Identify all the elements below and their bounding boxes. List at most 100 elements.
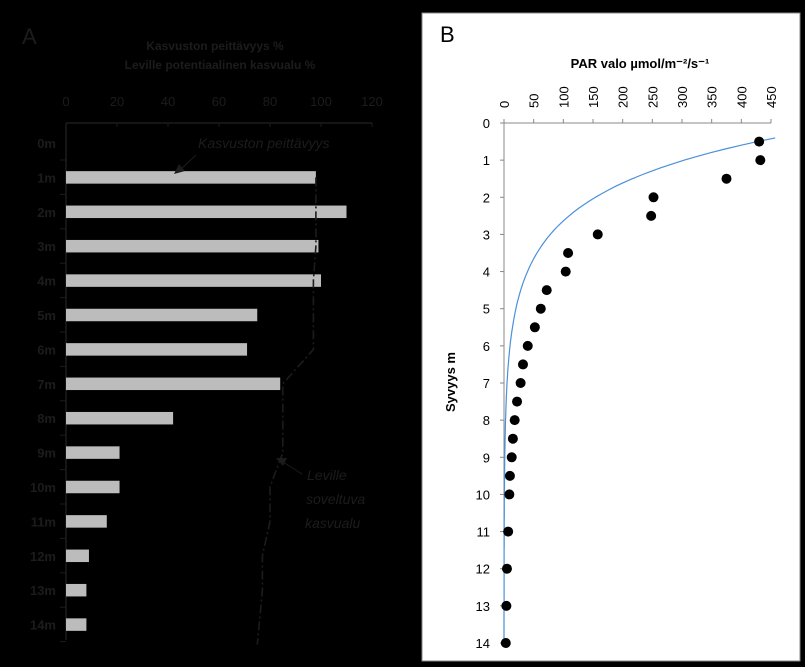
panel-a-x-tick-label: 100	[310, 94, 332, 109]
annotation-line-1: Leville	[307, 467, 347, 483]
panel-b-y-tick-label: 1	[483, 153, 490, 168]
panel-a-category-label: 10m	[30, 480, 56, 495]
panel-b-data-point	[501, 563, 512, 574]
panel-b-x-tick-label: 400	[734, 86, 749, 108]
panel-b-y-tick-label: 4	[483, 265, 490, 280]
panel-b-label: B	[440, 22, 455, 47]
panel-a-category-label: 5m	[37, 308, 56, 323]
panel-b-data-point	[503, 526, 514, 537]
panel-b-data-point	[501, 600, 512, 611]
panel-b-data-point	[754, 136, 765, 147]
panel-a-label: A	[22, 24, 37, 49]
annotation-coverage-arrowhead	[174, 164, 185, 174]
panel-a-category-label: 14m	[30, 618, 56, 633]
panel-a-title-line-2: Leville potentiaalinen kasvualu %	[125, 58, 316, 72]
panel-b-x-tick-label: 0	[497, 101, 512, 108]
panel-b-data-point	[504, 489, 515, 500]
panel-b-data-point	[563, 248, 574, 258]
panel-a-category-label: 2m	[37, 205, 56, 220]
panel-a-bar	[66, 205, 347, 219]
panel-a-category-label: 8m	[37, 411, 56, 426]
panel-b-data-point	[515, 378, 526, 388]
annotation-line-arrow	[282, 461, 303, 475]
panel-a-category-label: 7m	[37, 377, 56, 392]
panel-b-y-tick-label: 6	[483, 339, 490, 354]
panel-a-x-ticks: 0 20 40 60 80 100 120	[62, 94, 383, 127]
panel-b-data-point	[522, 340, 533, 351]
panel-b-background	[421, 12, 801, 662]
panel-b-y-tick-label: 10	[476, 487, 490, 502]
panel-a-bar	[66, 515, 107, 528]
panel-b-x-tick-label: 350	[705, 86, 720, 108]
panel-a-bar	[66, 446, 120, 459]
panel-b-x-tick-label: 150	[586, 86, 601, 108]
panel-a-dashed-line	[256, 177, 317, 645]
panel-b-x-tick-label: 200	[616, 86, 631, 108]
annotation-coverage: Kasvuston peittävyys	[198, 135, 330, 151]
panel-a-bar	[66, 343, 248, 356]
annotation-line-3: kasvualu	[305, 515, 360, 531]
panel-b-y-tick-label: 12	[476, 562, 490, 577]
panel-a-x-tick-label: 60	[212, 94, 226, 109]
panel-b-data-point	[512, 396, 523, 407]
panel-b-y-tick-label: 9	[483, 450, 490, 465]
panel-b-x-tick-label: 300	[675, 86, 690, 108]
panel-a-bar	[66, 618, 87, 631]
panel-b-data-point	[535, 303, 546, 314]
panel-a-x-tick-label: 80	[263, 94, 277, 109]
panel-a-category-label: 3m	[37, 239, 56, 254]
panel-a-category-label: 12m	[30, 549, 56, 564]
panel-b-y-tick-label: 8	[483, 413, 490, 428]
panel-b-y-tick-label: 14	[476, 636, 490, 651]
panel-b-data-point	[500, 638, 511, 648]
panel-a-bar	[66, 377, 281, 391]
panel-b-data-point	[646, 210, 657, 221]
panel-b-y-tick-label: 3	[483, 227, 490, 242]
panel-b-data-point	[560, 266, 571, 277]
panel-b-trend-line	[503, 137, 776, 643]
panel-b-data-point	[506, 452, 517, 463]
panel-b-data-point	[509, 415, 520, 426]
panel-a-x-tick-label: 20	[110, 94, 124, 109]
panel-b-y-tick-label: 13	[476, 599, 490, 614]
panel-b-x-ticks: 0 50 100 150 200 250 300 350 400 450	[497, 86, 779, 123]
panel-b-y-tick-label: 0	[483, 116, 490, 131]
panel-b-data-point	[755, 155, 766, 166]
panel-a-x-tick-label: 0	[62, 94, 69, 109]
annotation-coverage-arrow	[179, 154, 197, 171]
panel-a-bars	[66, 171, 347, 631]
panel-b-data-point	[541, 285, 552, 296]
panel-b-y-label: Syvyys m	[443, 352, 458, 412]
panel-b-y-tick-label: 7	[483, 376, 490, 391]
panel-a-category-label: 1m	[37, 170, 56, 185]
panel-a-category-label: 11m	[31, 514, 56, 529]
panel-b-data-point	[529, 322, 540, 333]
panel-a-bar	[66, 411, 174, 425]
panel-b-x-tick-label: 250	[645, 86, 660, 108]
panel-a-category-label: 9m	[37, 446, 56, 461]
panel-b-x-tick-label: 100	[556, 86, 571, 108]
panel-b-data-point	[648, 192, 659, 203]
panel-a-bar	[66, 480, 120, 494]
panel-b-data-point	[504, 470, 515, 481]
panel-a-category-label: 4m	[37, 274, 56, 289]
panel-a-category-label: 0m	[37, 136, 56, 151]
panel-b-points	[500, 136, 766, 648]
panel-b-data-point	[721, 173, 732, 184]
panel-b-data-point	[592, 229, 603, 240]
panel-a-x-tick-label: 120	[361, 94, 383, 109]
panel-a-bar	[66, 274, 321, 287]
panel-b: B PAR valo µmol/m⁻²/s⁻¹ Syvyys m 0 50 100 1…	[421, 12, 801, 662]
annotation-line-arrowhead	[276, 458, 287, 466]
panel-a-bar	[66, 308, 258, 322]
panel-b-data-point	[517, 359, 528, 370]
panel-a-bar	[66, 171, 316, 184]
panel-a-x-tick-label: 40	[161, 94, 175, 109]
panel-b-x-tick-label: 450	[764, 86, 779, 108]
panel-a-bar	[66, 583, 87, 597]
panel-a-categories: 0m 1m 2m 3m 4m 5m 6m 7m 8m 9m 10m 11m 12m 13m 14m	[30, 136, 66, 643]
annotation-line-2: soveltuva	[306, 491, 365, 507]
panel-a-bar	[66, 239, 319, 253]
panel-a-category-label: 6m	[37, 342, 56, 357]
